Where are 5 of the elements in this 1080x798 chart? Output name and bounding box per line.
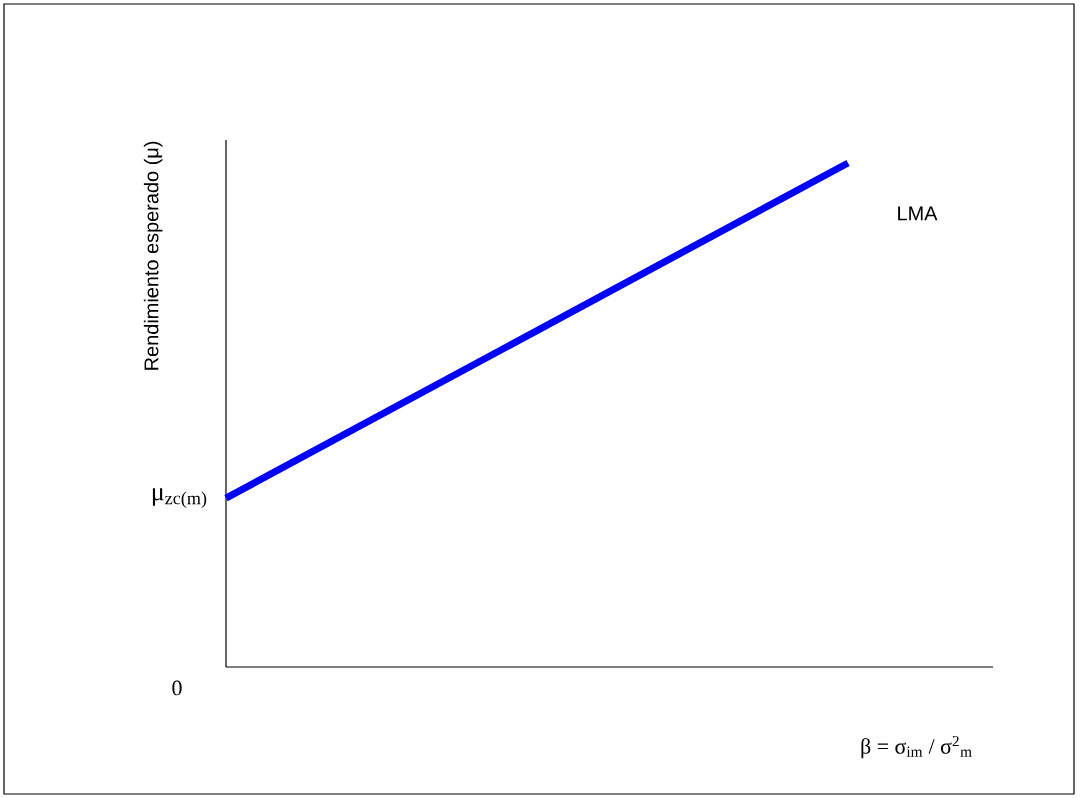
text: μ$_{zc(m)}$ [152, 488, 207, 509]
text: 0 [172, 680, 182, 696]
x-axis-title: β = σ$_{im}$ / σ$^{2}$m [861, 735, 972, 759]
y-axis-title: Rendimiento esperado (μ) [143, 141, 163, 370]
annotation: LMA [898, 206, 938, 221]
